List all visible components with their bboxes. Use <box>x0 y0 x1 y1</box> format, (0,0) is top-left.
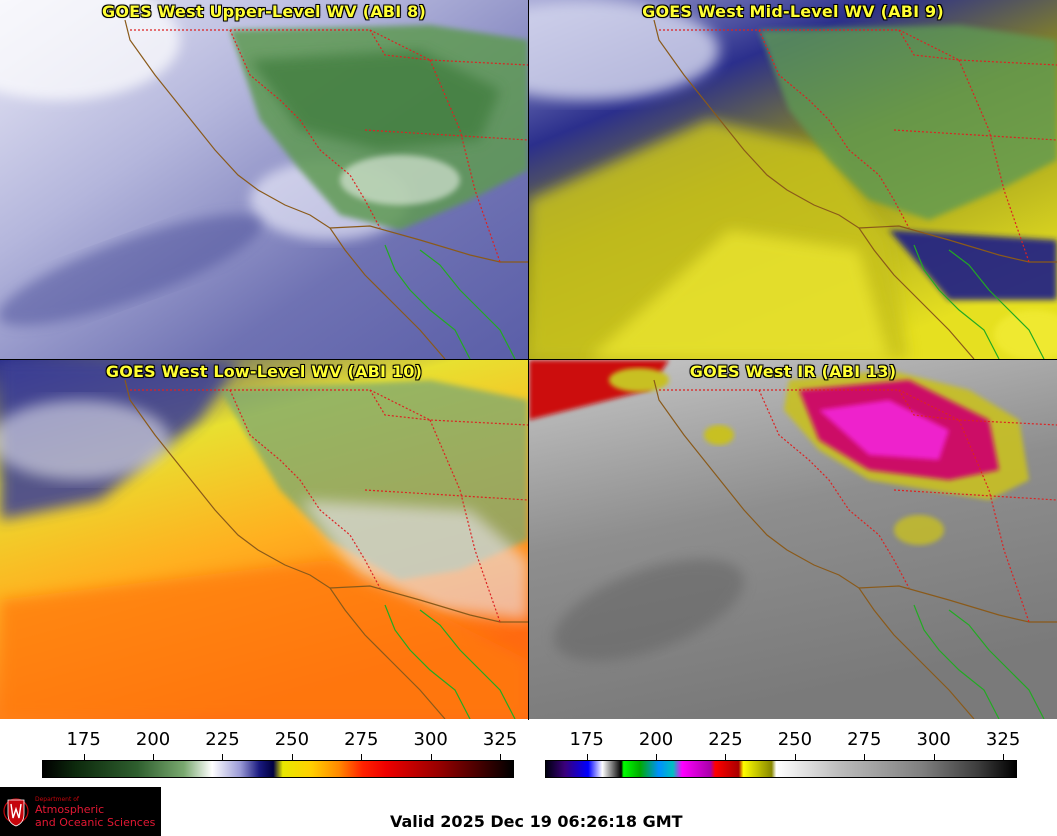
mexico-coastline <box>913 604 1045 719</box>
state-border <box>364 489 528 501</box>
state-border <box>364 129 528 141</box>
state-border <box>659 29 1057 66</box>
scale-tick-label: 225 <box>708 729 743 750</box>
logo-line-1: Atmospheric <box>35 803 105 816</box>
panel-ir: GOES West IR (ABI 13) <box>529 360 1057 719</box>
ir-color-bar <box>545 760 1017 778</box>
mexico-coastline <box>384 244 516 359</box>
scale-tick-label: 200 <box>638 729 674 750</box>
valid-time: Valid 2025 Dec 19 06:26:18 GMT <box>390 812 683 831</box>
coastline <box>124 19 446 359</box>
scale-tick-label: 250 <box>274 729 310 750</box>
map-ir <box>529 360 1057 719</box>
scale-tick-mark <box>794 754 796 760</box>
scale-tick-label: 325 <box>482 729 518 750</box>
scale-tick-label: 275 <box>344 729 379 750</box>
us-mexico-border <box>858 225 1057 263</box>
scale-tick-label: 300 <box>916 729 951 750</box>
us-mexico-border <box>858 585 1057 623</box>
scale-tick-mark <box>291 754 293 760</box>
scale-tick-mark <box>361 754 363 760</box>
logo-dept-text: Department of <box>35 796 79 803</box>
logo-line-2: and Oceanic Sciences <box>35 816 156 829</box>
scale-tick-mark <box>1003 754 1005 760</box>
state-border <box>893 129 1057 141</box>
scale-tick-mark <box>500 754 502 760</box>
state-border <box>893 489 1057 501</box>
panel-low-level-wv: GOES West Low-Level WV (ABI 10) <box>0 360 528 719</box>
wv-color-scale: 175 200 225 250 275 300 325 <box>42 726 518 778</box>
scale-tick-label: 175 <box>569 729 604 750</box>
state-border <box>958 59 1030 263</box>
panel-divider-vertical <box>528 0 529 720</box>
map-low-level-wv <box>0 360 528 719</box>
state-border <box>130 29 528 66</box>
scale-tick-mark <box>153 754 155 760</box>
wv-color-bar <box>42 760 514 778</box>
scale-tick-label: 275 <box>847 729 882 750</box>
scale-tick-label: 175 <box>66 729 101 750</box>
scale-tick-label: 250 <box>777 729 813 750</box>
coastline <box>653 379 975 719</box>
scale-tick-mark <box>656 754 658 760</box>
state-border <box>369 389 431 421</box>
scale-tick-mark <box>222 754 224 760</box>
state-border <box>898 389 960 421</box>
map-mid-level-wv <box>529 0 1057 359</box>
scale-tick-mark <box>586 754 588 760</box>
state-border <box>659 389 1057 426</box>
scale-tick-label: 200 <box>135 729 171 750</box>
state-border <box>130 389 528 426</box>
mexico-coastline <box>913 244 1045 359</box>
us-mexico-border <box>329 225 528 263</box>
scale-tick-mark <box>430 754 432 760</box>
wv-scale-ticks: 175 200 225 250 275 300 325 <box>42 726 518 760</box>
ir-scale-ticks: 175 200 225 250 275 300 325 <box>545 726 1021 760</box>
panel-mid-level-wv: GOES West Mid-Level WV (ABI 9) <box>529 0 1057 359</box>
scale-tick-mark <box>933 754 935 760</box>
panel-title: GOES West Mid-Level WV (ABI 9) <box>642 2 944 21</box>
state-border <box>429 59 501 263</box>
state-border <box>369 29 431 61</box>
ir-color-scale: 175 200 225 250 275 300 325 <box>545 726 1021 778</box>
scale-tick-label: 225 <box>205 729 240 750</box>
scale-tick-label: 300 <box>413 729 448 750</box>
panel-upper-level-wv: GOES West Upper-Level WV (ABI 8) <box>0 0 528 359</box>
panel-title: GOES West IR (ABI 13) <box>689 362 897 381</box>
panel-title: GOES West Low-Level WV (ABI 10) <box>105 362 423 381</box>
uw-crest-icon <box>3 798 29 827</box>
scale-tick-mark <box>864 754 866 760</box>
scale-tick-mark <box>725 754 727 760</box>
scale-tick-mark <box>83 754 85 760</box>
panel-divider-horizontal <box>0 359 1057 360</box>
map-upper-level-wv <box>0 0 528 359</box>
state-border <box>429 419 501 623</box>
coastline <box>124 379 446 719</box>
state-border <box>958 419 1030 623</box>
mexico-coastline <box>384 604 516 719</box>
scale-tick-label: 325 <box>985 729 1021 750</box>
aos-logo: Department of Atmospheric and Oceanic Sc… <box>0 787 161 836</box>
coastline <box>653 19 975 359</box>
state-border <box>898 29 960 61</box>
us-mexico-border <box>329 585 528 623</box>
panel-title: GOES West Upper-Level WV (ABI 8) <box>102 2 426 21</box>
